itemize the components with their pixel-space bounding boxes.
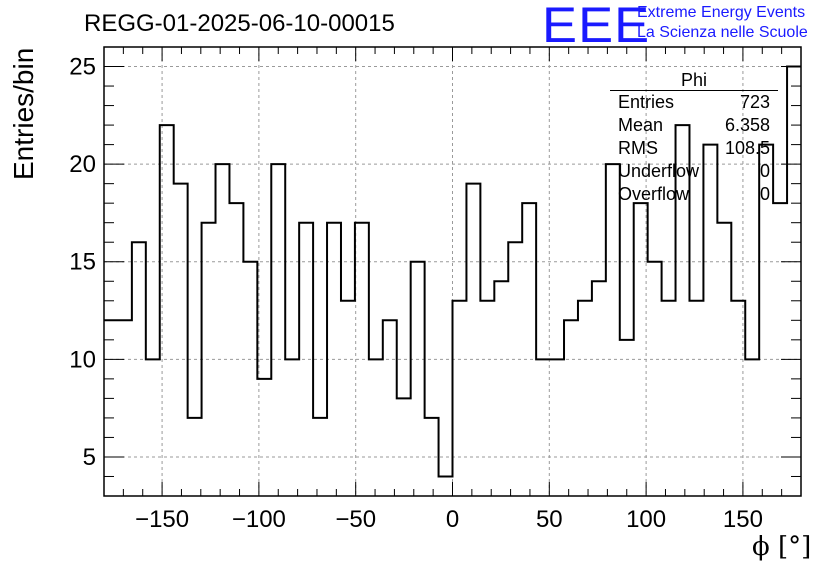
x-tick-label: −100 bbox=[232, 506, 286, 533]
x-axis-label: ϕ [°] bbox=[752, 532, 812, 562]
y-tick-label: 15 bbox=[69, 249, 96, 276]
x-tick-label: 150 bbox=[723, 506, 763, 533]
x-tick-label: 0 bbox=[446, 506, 459, 533]
stats-value: 108.5 bbox=[724, 138, 770, 158]
y-tick-label: 20 bbox=[69, 151, 96, 178]
stats-row-overflow: Overflow 0 bbox=[610, 183, 778, 206]
stats-row-mean: Mean 6.358 bbox=[610, 114, 778, 137]
y-axis-label: Entries/bin bbox=[8, 47, 39, 180]
x-tick-label: 50 bbox=[536, 506, 563, 533]
stats-label: Entries bbox=[618, 92, 675, 112]
stats-label: RMS bbox=[618, 138, 658, 158]
stats-label: Overflow bbox=[618, 184, 690, 204]
y-tick-label: 25 bbox=[69, 54, 96, 81]
axis-ticks bbox=[103, 46, 802, 497]
logo-subtitle-line2: La Scienza nelle Scuole bbox=[637, 24, 808, 41]
y-tick-label: 5 bbox=[83, 444, 96, 471]
x-tick-label: −150 bbox=[135, 506, 189, 533]
x-tick-label: −50 bbox=[335, 506, 376, 533]
stats-label: Underflow bbox=[618, 161, 700, 181]
stats-row-entries: Entries 723 bbox=[610, 91, 778, 114]
stats-label: Mean bbox=[618, 115, 664, 135]
x-tick-label: 100 bbox=[626, 506, 666, 533]
grid-lines bbox=[104, 47, 801, 496]
stats-value: 723 bbox=[739, 92, 770, 112]
stats-box: Phi Entries 723 Mean 6.358 RMS 108.5 Und… bbox=[610, 70, 778, 206]
logo-subtitle-line1: Extreme Energy Events bbox=[637, 4, 806, 21]
stats-value: 6.358 bbox=[724, 115, 770, 135]
histogram-line bbox=[104, 65, 801, 478]
stats-title: Phi bbox=[610, 70, 778, 91]
stats-row-rms: RMS 108.5 bbox=[610, 137, 778, 160]
stats-value: 0 bbox=[759, 161, 770, 181]
stats-row-underflow: Underflow 0 bbox=[610, 160, 778, 183]
tick-labels: −150 −100 −50 0 50 100 150 5 10 15 20 25 bbox=[69, 54, 763, 533]
stats-value: 0 bbox=[759, 184, 770, 204]
chart-title: REGG-01-2025-06-10-00015 bbox=[84, 10, 395, 37]
eee-logo: EEE bbox=[542, 0, 651, 53]
y-tick-label: 10 bbox=[69, 346, 96, 373]
